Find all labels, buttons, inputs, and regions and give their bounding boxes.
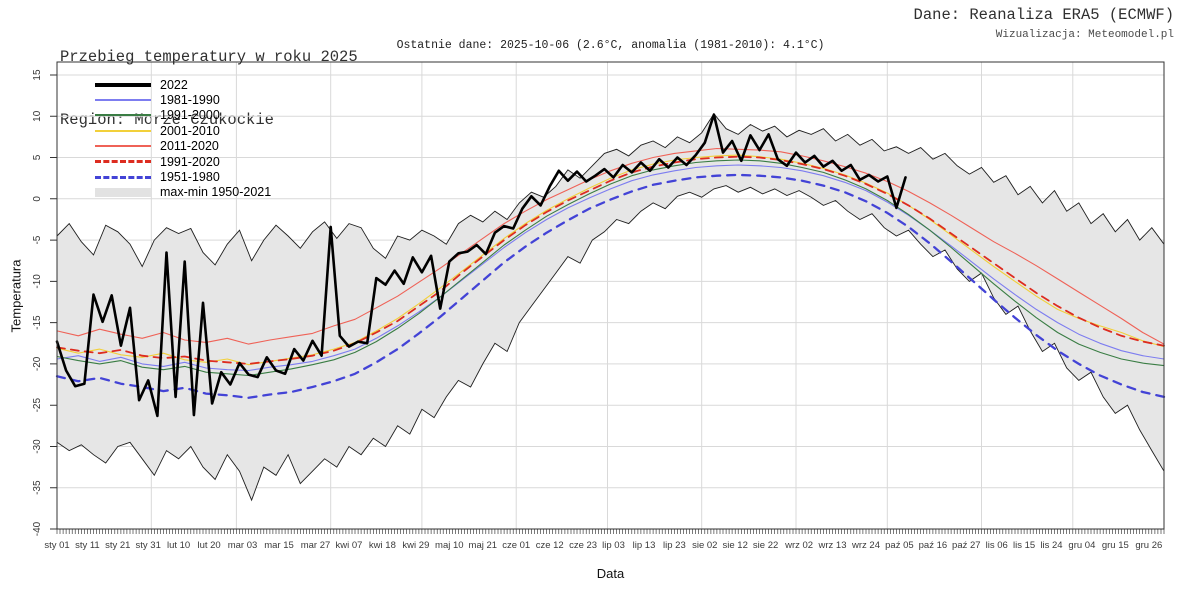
x-tick-label: sie 22 (753, 540, 778, 551)
x-tick-label: paź 05 (885, 540, 914, 551)
x-tick-label: lut 20 (197, 540, 220, 551)
x-tick-label: kwi 18 (369, 540, 396, 551)
series-2011-2020 (56, 147, 1165, 345)
legend-label: 2001-2010 (160, 123, 220, 138)
legend-line-sample (95, 187, 151, 197)
legend-item: 1991-2000 (95, 108, 271, 123)
series-1951-1980 (55, 173, 1166, 399)
x-tick-label: lip 23 (663, 540, 686, 551)
band-max-edge (56, 113, 1165, 268)
legend-item: 1951-1980 (95, 169, 271, 184)
legend-line-sample (95, 99, 151, 102)
legend-item: 1981-1990 (95, 92, 271, 107)
x-tick-label: wrz 13 (818, 540, 847, 551)
legend-line-sample (95, 129, 151, 132)
x-tick-label: gru 04 (1068, 540, 1095, 551)
x-tick-label: mar 15 (264, 540, 294, 551)
legend-label: 2022 (160, 77, 188, 92)
x-tick-label: paź 27 (952, 540, 981, 551)
x-tick-label: lut 10 (167, 540, 190, 551)
y-tick-label: -35 (32, 480, 43, 495)
y-tick-label: -20 (32, 356, 43, 371)
x-tick-label: kwi 07 (336, 540, 363, 551)
y-tick-label: 15 (32, 69, 43, 81)
legend-line-sample (95, 114, 151, 117)
x-tick-label: lis 24 (1040, 540, 1062, 551)
last-data-subtitle: Ostatnie dane: 2025-10-06 (2.6°C, anomal… (396, 39, 825, 52)
x-tick-label: cze 12 (536, 540, 564, 551)
x-axis-title: Data (596, 566, 625, 581)
legend-label: 1981-1990 (160, 93, 220, 108)
x-tick-label: sie 12 (723, 540, 748, 551)
max-min-band (57, 113, 1164, 501)
y-tick-label: -5 (32, 235, 43, 244)
series-1981-1990 (56, 164, 1165, 372)
x-tick-label: sty 31 (136, 540, 161, 551)
data-source: Dane: Reanaliza ERA5 (ECMWF) (913, 6, 1174, 24)
x-tick-label: maj 10 (435, 540, 464, 551)
legend-line-sample (95, 82, 151, 87)
legend-line-sample (95, 160, 151, 164)
legend-line-sample (95, 145, 151, 148)
x-tick-label: gru 26 (1135, 540, 1162, 551)
source-block: Dane: Reanaliza ERA5 (ECMWF) Wizualizacj… (914, 5, 1174, 41)
x-tick-label: lip 13 (633, 540, 656, 551)
x-tick-label: gru 15 (1102, 540, 1129, 551)
legend-label: 1991-2020 (160, 154, 220, 169)
visualization-credit: Wizualizacja: Meteomodel.pl (995, 29, 1174, 41)
series-1991-2020 (56, 155, 1165, 365)
legend-item: max-min 1950-2021 (95, 185, 271, 200)
legend-item: 2001-2010 (95, 123, 271, 138)
series-1991-2000 (56, 159, 1165, 377)
y-tick-label: 5 (32, 154, 43, 160)
x-tick-label: sty 11 (75, 540, 100, 551)
legend-line-sample (95, 175, 151, 179)
y-axis-title: Temperatura (8, 259, 24, 333)
y-tick-label: -40 (32, 521, 43, 536)
x-tick-label: mar 27 (301, 540, 331, 551)
series-2022 (55, 113, 907, 418)
x-tick-label: wrz 02 (784, 540, 813, 551)
legend-label: 1951-1980 (160, 170, 220, 185)
x-tick-label: mar 03 (228, 540, 258, 551)
x-tick-label: lip 03 (602, 540, 625, 551)
legend-item: 2022 (95, 77, 271, 92)
x-tick-label: sty 01 (44, 540, 69, 551)
legend-label: max-min 1950-2021 (160, 185, 272, 200)
legend-item: 2011-2020 (95, 139, 271, 154)
y-tick-label: -30 (32, 439, 43, 454)
y-tick-label: -15 (32, 315, 43, 330)
legend-label: 2011-2020 (160, 139, 219, 154)
x-tick-label: lis 06 (986, 540, 1008, 551)
band-min-edge (56, 185, 1165, 502)
x-tick-label: cze 01 (502, 540, 530, 551)
x-tick-label: paź 16 (919, 540, 948, 551)
x-tick-label: kwi 29 (402, 540, 429, 551)
y-tick-label: 10 (32, 110, 43, 122)
x-tick-label: maj 21 (469, 540, 498, 551)
x-tick-label: sie 02 (692, 540, 717, 551)
y-tick-marks (50, 74, 57, 530)
legend-item: 1991-2020 (95, 154, 271, 169)
daily-tick-marks (56, 529, 1165, 534)
x-tick-label: lis 15 (1013, 540, 1035, 551)
legend: 2022 1981-1990 1991-2000 2001-2010 2011-2020… (95, 77, 271, 200)
y-tick-label: -25 (32, 398, 43, 413)
y-tick-label: 0 (32, 196, 43, 202)
x-tick-label: cze 23 (569, 540, 597, 551)
legend-label: 1991-2000 (160, 108, 220, 123)
x-tick-label: wrz 24 (851, 540, 880, 551)
y-tick-label: -10 (32, 274, 43, 289)
x-tick-label: sty 21 (105, 540, 130, 551)
